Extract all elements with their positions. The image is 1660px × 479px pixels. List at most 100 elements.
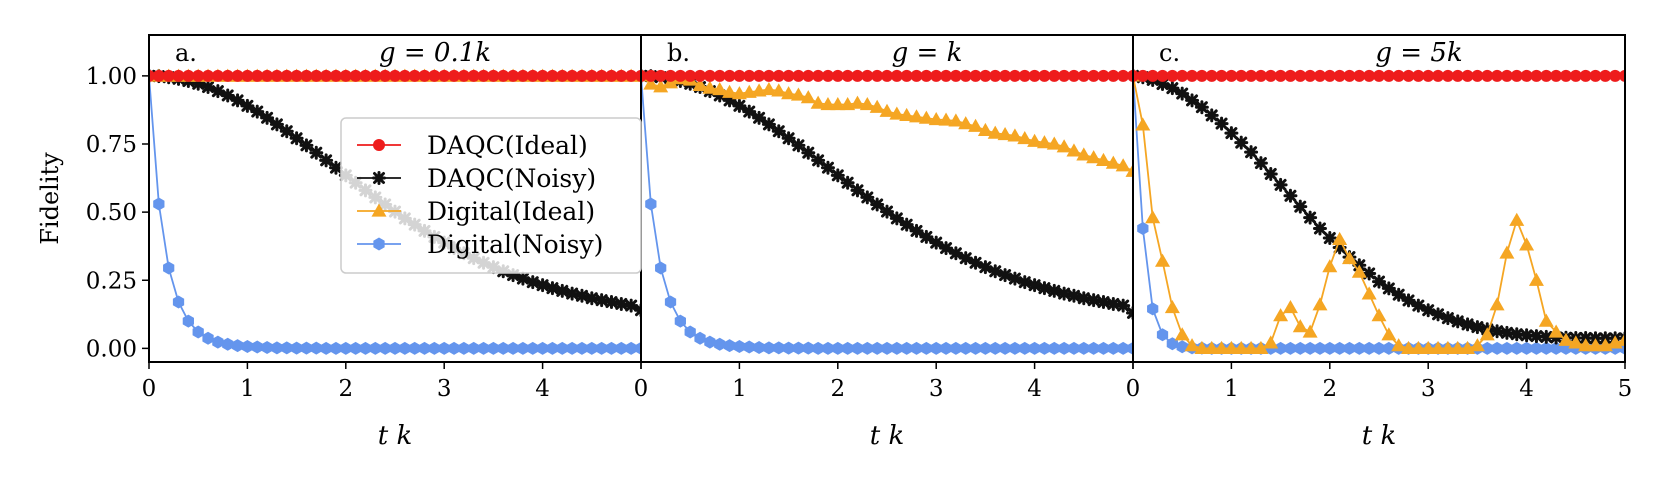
panel-1-daqc-ideal-point [1097, 69, 1110, 82]
legend-digital-ideal-marker [371, 203, 387, 217]
panel-0-daqc-noisy-point [240, 98, 255, 113]
panel-1-daqc-noisy-point [958, 251, 973, 266]
panel-2-digital-noisy-point [1353, 341, 1365, 355]
panel-0-digital-noisy-point [458, 341, 470, 355]
panel-1-digital-noisy-point [1019, 341, 1031, 355]
panel-0-digital-noisy-point [281, 341, 293, 355]
panel-2-daqc-ideal-point [1146, 69, 1159, 82]
panel-2-digital-noisy-point [1501, 341, 1513, 355]
panel-1-digital-noisy-point [1068, 341, 1080, 355]
panel-1-digital-ideal-point [702, 80, 718, 94]
panel-2-daqc-noisy-point [1499, 325, 1514, 340]
panel-2-digital-ideal-point [1194, 340, 1210, 354]
panel-0-digital-noisy-point [330, 341, 342, 355]
panel-0-digital-noisy-point [497, 341, 509, 355]
panel-2-digital-noisy-point [1511, 341, 1523, 355]
panel-1-daqc-ideal-point [959, 69, 972, 82]
panel-1-digital-ideal-point [977, 122, 993, 136]
panel-2-digital-ideal-point [1538, 313, 1554, 327]
panel-2-daqc-ideal-point [1254, 69, 1267, 82]
legend-daqc-ideal-marker [373, 139, 385, 151]
panel-1-daqc-ideal-point [831, 69, 844, 82]
panel-1-digital-ideal-point [869, 99, 885, 113]
panel-0-title: g = 0.1k [379, 38, 491, 68]
legend-daqc-noisy-label: DAQC(Noisy) [427, 164, 596, 193]
panel-1-frame [640, 34, 1134, 363]
panel-2-daqc-ideal-point [1176, 69, 1189, 82]
panel-2-digital-ideal-point [1214, 340, 1230, 354]
panel-1-x-tick-label: 3 [929, 376, 944, 402]
panel-0-daqc-ideal-point [595, 69, 608, 82]
panel-2-digital-noisy-point [1147, 302, 1159, 316]
panel-0-daqc-noisy-point [269, 117, 284, 132]
panel-2-daqc-ideal-point [1294, 69, 1307, 82]
panel-2-daqc-noisy-point [1509, 327, 1524, 342]
panel-1-digital-noisy-point [645, 197, 657, 211]
panel-1-daqc-ideal-point [762, 69, 775, 82]
panel-2-digital-ideal-point [1174, 327, 1190, 341]
panel-1-digital-noisy-point [960, 341, 972, 355]
panel-1-digital-ideal-point [820, 96, 836, 111]
panel-0-daqc-noisy-point [210, 84, 225, 99]
panel-0-digital-noisy-point [487, 341, 500, 355]
panel-1-daqc-ideal-point [684, 69, 697, 82]
panel-1-daqc-ideal-point [851, 69, 864, 82]
panel-1-daqc-ideal-point [674, 69, 687, 82]
panel-1-digital-ideal-point [1125, 163, 1133, 177]
panel-2-daqc-ideal-point [1589, 69, 1602, 82]
panel-1-daqc-ideal-point [890, 69, 903, 82]
panel-1-digital-noisy-point [763, 341, 775, 355]
panel-0-daqc-ideal-point [625, 69, 638, 82]
panel-2-digital-ideal-point [1292, 319, 1308, 333]
panel-2-digital-ideal-point [1617, 332, 1625, 346]
panel-1-digital-noisy-point [920, 341, 932, 355]
panel-2-digital-ideal-point [1223, 340, 1239, 354]
panel-2-daqc-noisy-point [1322, 231, 1337, 246]
panel-0-daqc-ideal-point [585, 69, 598, 82]
panel-2-daqc-ideal-point [1343, 69, 1356, 82]
y-tick-label: 0.75 [86, 132, 137, 158]
panel-1-daqc-ideal-point [743, 69, 756, 82]
legend-daqc-noisy-marker [372, 171, 386, 185]
panel-2-daqc-noisy-point [1214, 116, 1229, 131]
panel-1-digital-ideal-point [1007, 128, 1023, 142]
panel-2-daqc-ideal-point [1461, 69, 1474, 82]
panel-1-x-tick-label: 1 [732, 376, 747, 402]
panel-1-digital-ideal-point [928, 111, 944, 126]
panel-2-digital-ideal-point [1499, 245, 1515, 259]
panel-2-daqc-ideal-point [1304, 69, 1317, 82]
panel-2-daqc-noisy-point [1460, 317, 1475, 332]
panel-2-digital-ideal-point [1302, 324, 1318, 338]
panel-1-daqc-noisy-point [811, 153, 826, 168]
panel-1-digital-noisy-point [950, 341, 962, 355]
panel-2-daqc-ideal-point [1491, 69, 1504, 82]
panel-0-daqc-noisy-point [506, 268, 521, 283]
panel-2-daqc-ideal-point [1363, 69, 1376, 82]
panel-2-x-tick-label: 3 [1421, 376, 1436, 402]
panel-1-digital-noisy-point [891, 341, 903, 355]
panel-1-x-tick-label: 2 [830, 376, 845, 402]
legend: DAQC(Ideal) DAQC(Noisy) Digital(Ideal) Digi… [340, 117, 642, 274]
panel-0-digital-noisy-point [556, 341, 568, 355]
panel-2-digital-noisy-point [1383, 341, 1395, 355]
panel-1-digital-noisy-point [1058, 341, 1070, 355]
panel-1-digital-noisy-point [743, 340, 755, 354]
panel-1-digital-noisy-point [782, 341, 795, 355]
panel-1-daqc-noisy-point [968, 255, 983, 270]
panel-1-digital-ideal-point [997, 126, 1013, 141]
panel-2-digital-ideal-point [1381, 327, 1397, 341]
panel-1-digital-ideal-point [1066, 143, 1082, 157]
panel-0-digital-noisy-point [369, 341, 381, 355]
panel-2-digital-ideal-point [1155, 253, 1171, 267]
panel-0-daqc-noisy-point [614, 296, 629, 311]
panel-1-daqc-ideal-point [1008, 69, 1021, 82]
panel-1-daqc-ideal-point [871, 69, 884, 82]
panel-1-daqc-ideal-point [979, 69, 992, 82]
panel-1-daqc-noisy-point [909, 223, 924, 238]
panel-2-daqc-ideal-point [1402, 69, 1415, 82]
panel-0-digital-noisy-point [163, 261, 175, 275]
panel-1-digital-noisy-point [871, 341, 883, 355]
panel-2-daqc-ideal-point [1520, 69, 1533, 82]
panel-0-daqc-ideal-point [211, 69, 224, 82]
panel-1-digital-ideal-point [830, 96, 846, 111]
